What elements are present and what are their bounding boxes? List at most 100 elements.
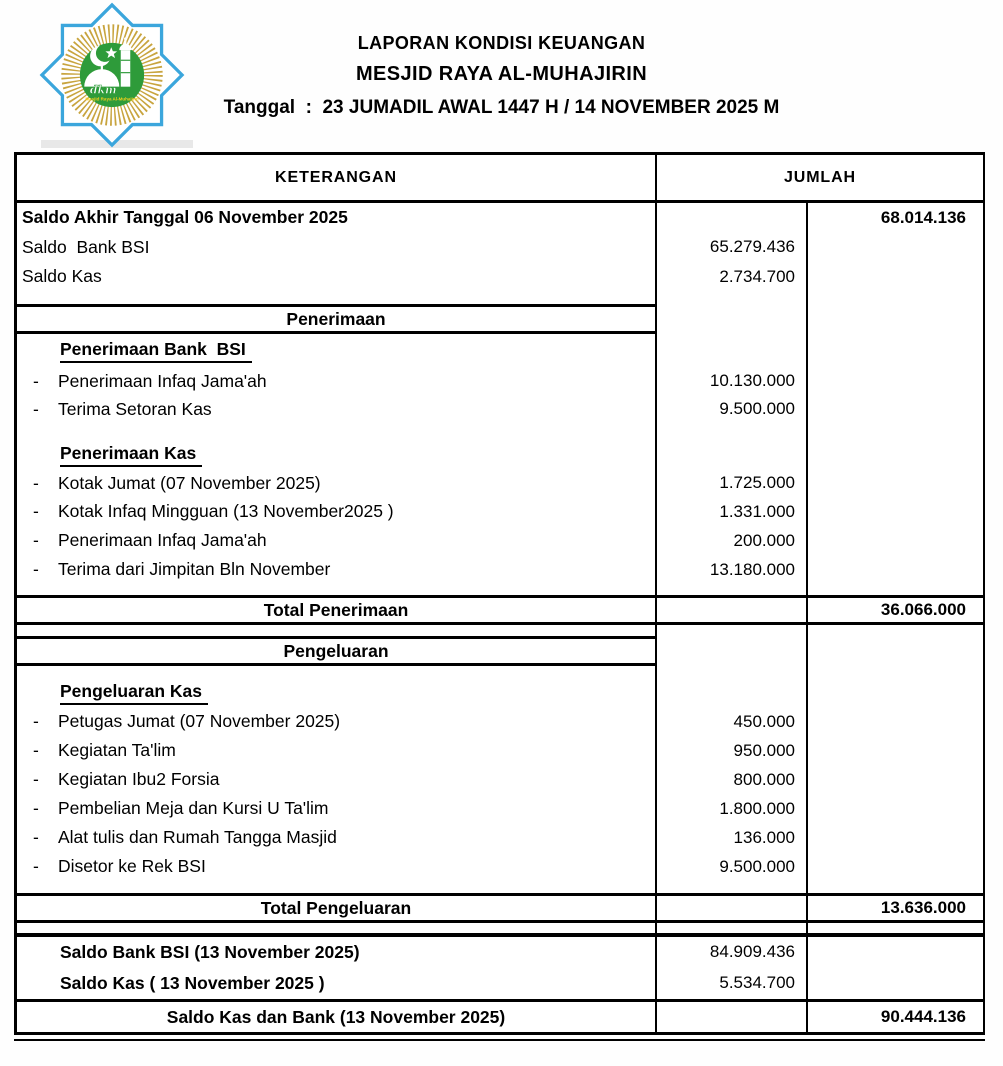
subsection-label: Penerimaan Kas	[60, 443, 203, 467]
row-total: 68.014.136	[880, 207, 966, 227]
crescent-icon	[90, 44, 114, 67]
dash-bullet: -	[33, 711, 39, 731]
row-amount: 950.000	[733, 740, 795, 760]
row-label: Saldo Bank BSI (13 November 2025)	[60, 941, 360, 962]
row-jimpitan: - Terima dari Jimpitan Bln November 13.18…	[17, 555, 983, 584]
mosque-dome-icon	[84, 61, 120, 87]
dash-bullet: -	[33, 559, 39, 579]
row-label: Kotak Jumat (07 November 2025)	[58, 472, 321, 493]
spacer-row	[17, 423, 983, 440]
dash-bullet: -	[33, 827, 39, 847]
row-amount: 800.000	[733, 769, 795, 789]
row-pembelian-meja-kursi: - Pembelian Meja dan Kursi U Ta'lim 1.800…	[17, 794, 983, 823]
jumlah-header-cell: JUMLAH	[657, 155, 983, 200]
row-amount: 65.279.436	[709, 237, 795, 256]
spacer-row	[17, 666, 983, 679]
row-label: Saldo Akhir Tanggal 06 November 2025	[22, 207, 348, 227]
sunburst-rays-icon	[61, 24, 163, 126]
row-label: Saldo Kas ( 13 November 2025 )	[60, 972, 325, 993]
row-amount: 10.130.000	[709, 371, 795, 390]
row-amount: 9.500.000	[719, 856, 795, 876]
row-amount: 13.180.000	[709, 559, 795, 579]
row-label: Saldo Bank BSI	[22, 236, 150, 257]
logo-org-name-text: Masjid Raya Al-Muhajirin	[85, 97, 139, 102]
scan-shadow-band	[41, 140, 193, 148]
logo-dkm-text: dkm	[90, 83, 117, 96]
row-amount: 1.800.000	[719, 798, 795, 818]
minaret-icon	[119, 37, 132, 87]
dash-bullet: -	[33, 798, 39, 818]
section-row-penerimaan: Penerimaan	[17, 304, 983, 334]
report-date-line: Tanggal : 23 JUMADIL AWAL 1447 H / 14 NO…	[223, 97, 780, 118]
row-label: Petugas Jumat (07 November 2025)	[58, 711, 341, 731]
financial-table: KETERANGAN JUMLAH Saldo Akhir Tanggal 06…	[14, 152, 985, 1035]
mosque-logo-svg: dkm Masjid Raya Al-Muhajirin	[39, 2, 185, 148]
row-saldo-kas-akhir: Saldo Kas ( 13 November 2025 ) 5.534.700	[17, 967, 983, 999]
report-title: LAPORAN KONDISI KEUANGAN	[357, 33, 646, 53]
spacer-row	[17, 291, 983, 304]
row-total: 13.636.000	[880, 898, 966, 917]
subsection-label: Pengeluaran Kas	[60, 681, 208, 705]
row-label: Alat tulis dan Rumah Tangga Masjid	[58, 827, 337, 847]
row-pengeluaran-kas-head: Pengeluaran Kas	[17, 679, 983, 707]
section-row-pengeluaran: Pengeluaran	[17, 636, 983, 666]
row-amount: 1.725.000	[719, 473, 795, 492]
grand-total-label: Saldo Kas dan Bank (13 November 2025)	[166, 1006, 506, 1027]
row-amount: 136.000	[733, 827, 795, 847]
keterangan-header-cell: KETERANGAN	[17, 155, 657, 200]
row-total-pengeluaran: Total Pengeluaran 13.636.000	[17, 893, 983, 923]
row-amount: 5.534.700	[719, 973, 795, 992]
row-amount: 450.000	[733, 711, 795, 731]
dash-bullet: -	[33, 370, 39, 391]
row-saldo-kas: Saldo Kas 2.734.700	[17, 262, 983, 291]
report-titles: LAPORAN KONDISI KEUANGAN MESJID RAYA AL-…	[0, 33, 1003, 119]
star-icon	[105, 47, 118, 59]
jumlah-header-label: JUMLAH	[783, 168, 857, 186]
keterangan-header-label: KETERANGAN	[275, 168, 397, 186]
bottom-double-rule	[14, 1039, 985, 1041]
row-amount: 2.734.700	[719, 266, 795, 286]
row-amount: 9.500.000	[719, 399, 795, 418]
subsection-label: Penerimaan Bank BSI	[60, 339, 252, 363]
dash-bullet: -	[33, 740, 39, 760]
row-penerimaan-bank-bsi-head: Penerimaan Bank BSI	[17, 334, 983, 367]
section-label: Pengeluaran	[283, 640, 389, 661]
row-label: Kegiatan Ta'lim	[58, 740, 176, 760]
row-petugas-jumat: - Petugas Jumat (07 November 2025) 450.00…	[17, 707, 983, 736]
mosque-name: MESJID RAYA AL-MUHAJIRIN	[355, 63, 648, 85]
row-total: 90.444.136	[880, 1007, 966, 1026]
row-penerimaan-infaq-jamaah-kas: - Penerimaan Infaq Jama'ah 200.000	[17, 526, 983, 555]
section-label: Penerimaan	[286, 308, 386, 329]
row-amount: 200.000	[733, 530, 795, 550]
dash-bullet: -	[33, 472, 39, 493]
row-kegiatan-talim: - Kegiatan Ta'lim 950.000	[17, 736, 983, 765]
row-label: Penerimaan Infaq Jama'ah	[58, 530, 267, 550]
row-kotak-jumat: - Kotak Jumat (07 November 2025) 1.725.00…	[17, 469, 983, 497]
row-terima-setoran-kas: - Terima Setoran Kas 9.500.000	[17, 395, 983, 423]
row-total: 36.066.000	[880, 600, 966, 619]
row-penerimaan-kas-head: Penerimaan Kas	[17, 440, 983, 469]
row-saldo-bank-bsi: Saldo Bank BSI 65.279.436	[17, 232, 983, 262]
row-label: Terima Setoran Kas	[58, 398, 212, 419]
row-label: Kegiatan Ibu2 Forsia	[58, 769, 220, 789]
row-kotak-infaq-mingguan: - Kotak Infaq Mingguan (13 November2025 )…	[17, 497, 983, 526]
row-saldo-akhir: Saldo Akhir Tanggal 06 November 2025 68.…	[17, 203, 983, 232]
row-amount: 84.909.436	[709, 942, 795, 961]
row-alat-tulis: - Alat tulis dan Rumah Tangga Masjid 136.…	[17, 823, 983, 852]
spacer-row	[17, 584, 983, 595]
row-kegiatan-ibu2-forsia: - Kegiatan Ibu2 Forsia 800.000	[17, 765, 983, 794]
row-saldo-bank-bsi-akhir: Saldo Bank BSI (13 November 2025) 84.909…	[17, 933, 983, 967]
dash-bullet: -	[33, 769, 39, 789]
row-label: Disetor ke Rek BSI	[58, 856, 206, 876]
dash-bullet: -	[33, 501, 39, 521]
dash-bullet: -	[33, 398, 39, 419]
total-label: Total Pengeluaran	[260, 897, 412, 918]
spacer-row	[17, 881, 983, 893]
row-total-penerimaan: Total Penerimaan 36.066.000	[17, 595, 983, 625]
row-disetor-ke-rek-bsi: - Disetor ke Rek BSI 9.500.000	[17, 852, 983, 881]
spacer-row	[17, 625, 983, 636]
row-label: Pembelian Meja dan Kursi U Ta'lim	[58, 798, 329, 818]
dash-bullet: -	[33, 856, 39, 876]
spacer-row	[17, 923, 983, 933]
